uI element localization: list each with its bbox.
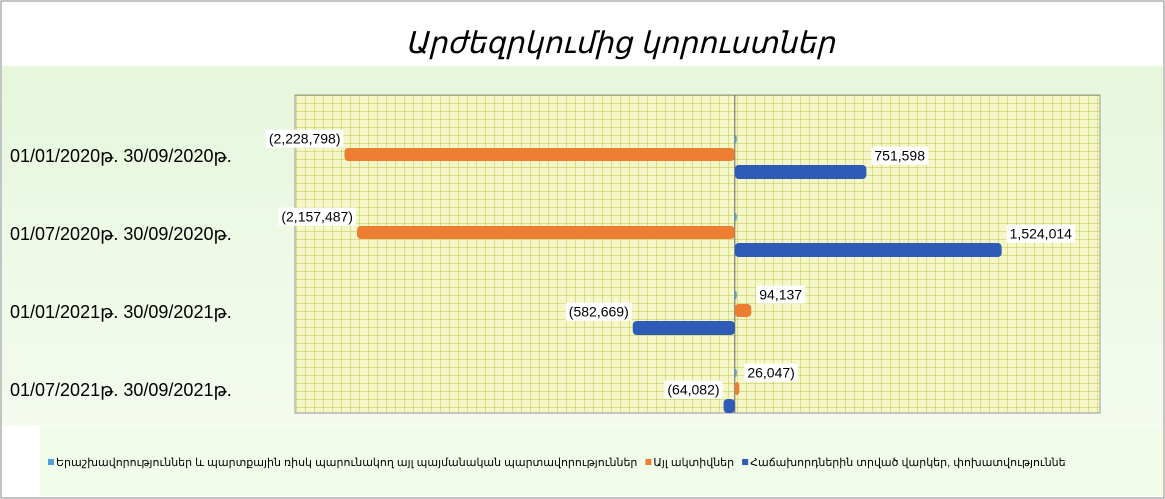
bar: [734, 369, 737, 377]
y-tick-label: 01/01/2020թ. 30/09/2020թ.: [10, 146, 232, 166]
data-label: 1,524,014: [1010, 226, 1072, 242]
bar: [632, 321, 735, 335]
data-label-bg: [664, 380, 723, 399]
bar: [734, 135, 737, 143]
legend-swatch: [645, 459, 652, 465]
y-tick-label: 01/01/2021թ. 30/09/2021թ.: [10, 302, 232, 322]
legend-label: Երաշխավորություններ և պարտքային ռիսկ պար…: [56, 457, 637, 469]
bar: [734, 243, 1002, 257]
bar: [734, 291, 737, 299]
bar: [734, 304, 752, 317]
data-label-bg: [744, 363, 798, 382]
y-tick-label: 01/07/2021թ. 30/09/2021թ.: [10, 380, 232, 400]
y-tick-label: 01/07/2020թ. 30/09/2020թ.: [10, 224, 232, 244]
legend-background: [40, 426, 1163, 496]
data-label: 751,598: [874, 148, 925, 164]
data-label-bg: [278, 207, 356, 226]
data-label: 26,047): [747, 365, 794, 381]
data-label-bg: [756, 285, 806, 304]
bar: [734, 382, 740, 395]
chart-title: Արժեզրկումից կորուստներ: [405, 27, 836, 60]
legend-label: Այլ ակտիվներ: [653, 457, 734, 469]
data-label-bg: [265, 129, 344, 148]
legend-swatch: [48, 459, 54, 465]
legend-label: Հաճախորդներին տրված վարկեր, փոխատվությու…: [750, 457, 1066, 469]
data-label: 94,137: [759, 287, 802, 303]
data-label: (2,157,487): [281, 209, 353, 225]
bar: [734, 165, 867, 179]
data-label: (64,082): [667, 382, 719, 398]
bar: [344, 148, 735, 161]
data-label-bg: [565, 302, 632, 321]
legend-swatch: [742, 459, 749, 465]
bar: [723, 399, 735, 413]
bar: [356, 226, 735, 239]
bar: [734, 213, 737, 221]
data-label-bg: [871, 146, 929, 165]
data-label: (2,228,798): [269, 131, 341, 147]
data-label-bg: [1006, 224, 1076, 243]
data-label: (582,669): [569, 304, 629, 320]
